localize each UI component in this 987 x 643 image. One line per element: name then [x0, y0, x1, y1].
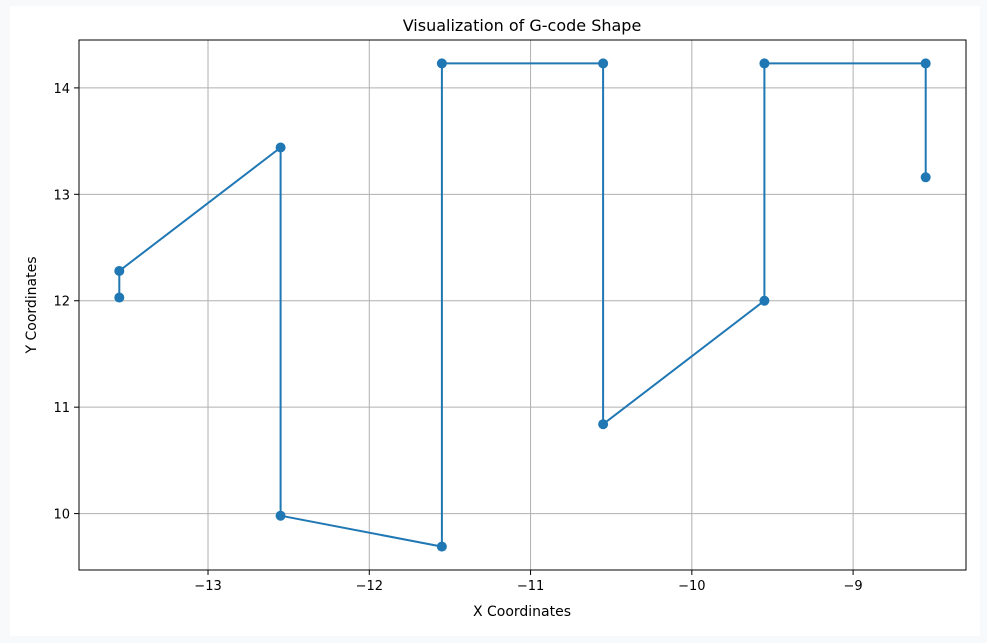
data-point [598, 419, 609, 430]
series-line [118, 62, 927, 548]
y-tick-label: 13 [53, 188, 70, 203]
ticks: −13 −12 −11 −10 −9 10 11 12 13 14 [53, 82, 862, 594]
x-axis-label: X Coordinates [473, 604, 571, 620]
data-point [759, 58, 770, 69]
x-tick-label: −13 [194, 579, 221, 594]
x-tick-label: −9 [844, 579, 863, 594]
series-layer [114, 58, 931, 552]
grid [79, 40, 966, 570]
chart-title: Visualization of G-code Shape [403, 16, 642, 35]
y-tick-label: 14 [53, 82, 70, 97]
data-point [759, 295, 770, 306]
data-point [920, 172, 931, 183]
data-point [275, 142, 286, 153]
chart: Visualization of G-code Shape −13 −12 −11−… [24, 16, 967, 620]
y-tick-label: 10 [53, 508, 70, 523]
x-tick-label: −12 [356, 579, 383, 594]
y-axis-label: Y Coordinates [24, 256, 40, 354]
x-tick-label: −10 [678, 579, 705, 594]
data-point [436, 58, 447, 69]
chart-container: Visualization of G-code Shape −13 −12 −11−… [10, 6, 980, 636]
plot-frame [78, 39, 967, 571]
data-point [114, 265, 125, 276]
data-point [436, 541, 447, 552]
data-point [275, 510, 286, 521]
data-point [598, 58, 609, 69]
y-tick-label: 11 [53, 401, 70, 416]
data-point [920, 58, 931, 69]
data-point [114, 292, 125, 303]
x-tick-label: −11 [517, 579, 544, 594]
y-tick-label: 12 [53, 295, 70, 310]
